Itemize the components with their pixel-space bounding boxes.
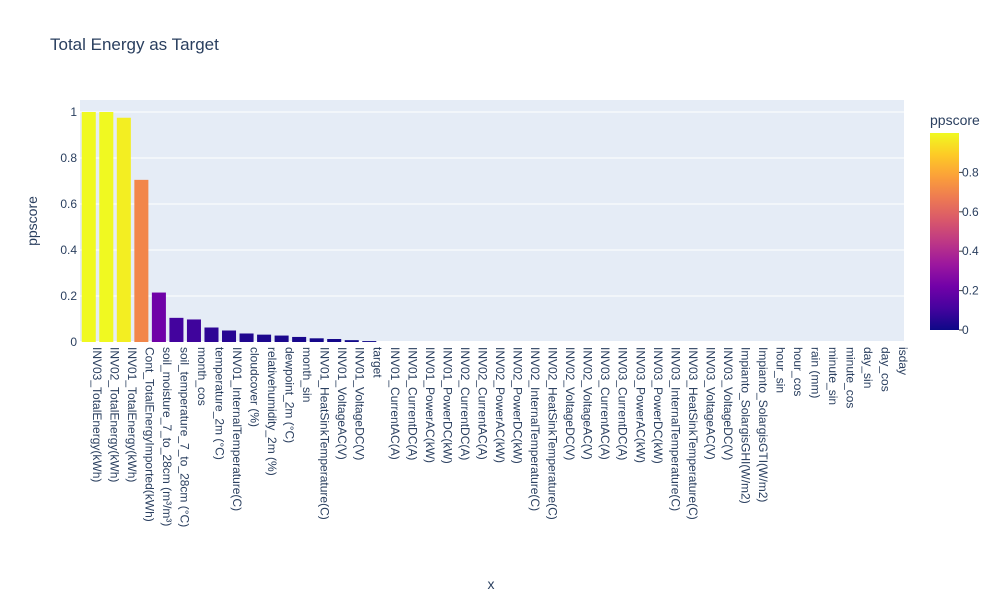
x-tick-label: INV03_PowerAC(kW)	[633, 347, 647, 463]
x-tick-label: INV02_VoltageAC(V)	[581, 347, 595, 460]
colorbar: ppscore 0 0.2 0.4 0.6 0.8	[930, 112, 980, 337]
x-tick-label: INV01_VoltageDC(V)	[353, 347, 367, 460]
bar[interactable]	[169, 317, 184, 342]
x-tick-label: temperature_2m (°C)	[212, 347, 226, 460]
x-tick-label: INV02_CurrentDC(A)	[458, 347, 472, 460]
x-tick-label: INV03_VoltageAC(V)	[703, 347, 717, 460]
colorbar-gradient	[930, 133, 959, 330]
x-tick-label: INV02_VoltageDC(V)	[563, 347, 577, 460]
x-tick-label: dewpoint_2m (°C)	[283, 347, 297, 443]
x-tick-label: minute_sin	[826, 347, 840, 405]
y-axis-label: ppscore	[24, 196, 40, 246]
y-tick-label: 0.4	[60, 243, 77, 257]
plot-area	[80, 100, 904, 342]
x-tick-label: day_cos	[879, 347, 893, 392]
x-tick-label: month_sin	[300, 347, 314, 402]
x-tick-label: soil_moisture_7_to_28cm (m³/m³)	[160, 347, 174, 526]
colorbar-title: ppscore	[930, 112, 980, 128]
x-tick-label: month_cos	[195, 347, 209, 406]
x-tick-label: target	[370, 347, 384, 378]
chart-title: Total Energy as Target	[50, 35, 219, 54]
x-tick-label: INV03_PowerDC(kW)	[651, 347, 665, 464]
bar[interactable]	[204, 327, 219, 342]
x-tick-label: day_sin	[861, 347, 875, 388]
bar[interactable]	[292, 336, 307, 342]
bar[interactable]	[81, 112, 96, 342]
bar[interactable]	[186, 319, 201, 342]
x-tick-label: INV03_CurrentAC(A)	[598, 347, 612, 460]
y-tick-label: 0	[70, 335, 77, 349]
x-axis-ticks: INV03_TotalEnergy(kWh) INV02_TotalEnergy(…	[90, 347, 910, 527]
bar[interactable]	[116, 117, 131, 342]
bar[interactable]	[239, 333, 254, 342]
x-tick-label: INV02_HeatSinkTemperature(C)	[546, 347, 560, 520]
x-tick-label: INV01_PowerDC(kW)	[440, 347, 454, 464]
x-tick-label: INV03_VoltageDC(V)	[721, 347, 735, 460]
colorbar-tick-label: 0.2	[962, 284, 979, 298]
bar[interactable]	[134, 179, 149, 342]
x-tick-label: minute_cos	[844, 347, 858, 408]
x-tick-label: isday	[896, 347, 910, 375]
y-tick-label: 0.6	[60, 197, 77, 211]
x-tick-label: INV01_HeatSinkTemperature(C)	[318, 347, 332, 520]
bar[interactable]	[309, 338, 324, 342]
bars	[81, 112, 377, 343]
colorbar-ticks: 0 0.2 0.4 0.6 0.8	[959, 165, 979, 337]
x-tick-label: Impianto_SolargisGHI(W/m2)	[738, 347, 752, 504]
colorbar-tick-label: 0.6	[962, 205, 979, 219]
x-tick-label: INV01_VoltageAC(V)	[335, 347, 349, 460]
bar[interactable]	[362, 341, 377, 342]
y-axis-ticks: 0 0.2 0.4 0.6 0.8 1	[60, 105, 77, 349]
bar[interactable]	[222, 330, 237, 343]
x-tick-label: INV02_CurrentAC(A)	[475, 347, 489, 460]
x-tick-label: INV03_InternalTemperature(C)	[668, 347, 682, 511]
x-tick-label: Cont_TotalEnergyImported(kWh)	[142, 347, 156, 522]
x-tick-label: Impianto_SolargisGTI(W/m2)	[756, 347, 770, 502]
x-tick-label: rain (mm)	[809, 347, 823, 398]
x-tick-label: cloudcover (%)	[248, 347, 262, 427]
x-tick-label: INV03_TotalEnergy(kWh)	[90, 347, 104, 482]
x-tick-label: INV03_HeatSinkTemperature(C)	[686, 347, 700, 520]
x-tick-label: INV01_InternalTemperature(C)	[230, 347, 244, 511]
x-tick-label: relativehumidity_2m (%)	[265, 347, 279, 476]
bar[interactable]	[274, 335, 289, 342]
y-tick-label: 0.2	[60, 289, 77, 303]
bar[interactable]	[99, 112, 114, 342]
x-tick-label: INV02_TotalEnergy(kWh)	[107, 347, 121, 482]
x-tick-label: INV01_CurrentAC(A)	[388, 347, 402, 460]
bar[interactable]	[257, 334, 272, 342]
bar[interactable]	[327, 339, 342, 342]
colorbar-tick-label: 0.4	[962, 244, 979, 258]
x-tick-label: INV01_TotalEnergy(kWh)	[125, 347, 139, 482]
colorbar-tick-label: 0.8	[962, 165, 979, 179]
x-tick-label: hour_cos	[791, 347, 805, 396]
x-tick-label: hour_sin	[774, 347, 788, 393]
y-tick-label: 0.8	[60, 151, 77, 165]
colorbar-tick-label: 0	[962, 323, 969, 337]
x-tick-label: INV02_InternalTemperature(C)	[528, 347, 542, 511]
x-tick-label: INV02_PowerDC(kW)	[511, 347, 525, 464]
y-tick-label: 1	[70, 105, 77, 119]
x-tick-label: INV01_CurrentDC(A)	[405, 347, 419, 460]
x-tick-label: INV02_PowerAC(kW)	[493, 347, 507, 463]
bar[interactable]	[344, 340, 359, 342]
x-tick-label: INV01_PowerAC(kW)	[423, 347, 437, 463]
x-axis-label: x	[488, 576, 495, 592]
bar[interactable]	[151, 292, 166, 342]
x-tick-label: INV03_CurrentDC(A)	[616, 347, 630, 460]
x-tick-label: soil_temperature_7_to_28cm (°C)	[177, 347, 191, 527]
